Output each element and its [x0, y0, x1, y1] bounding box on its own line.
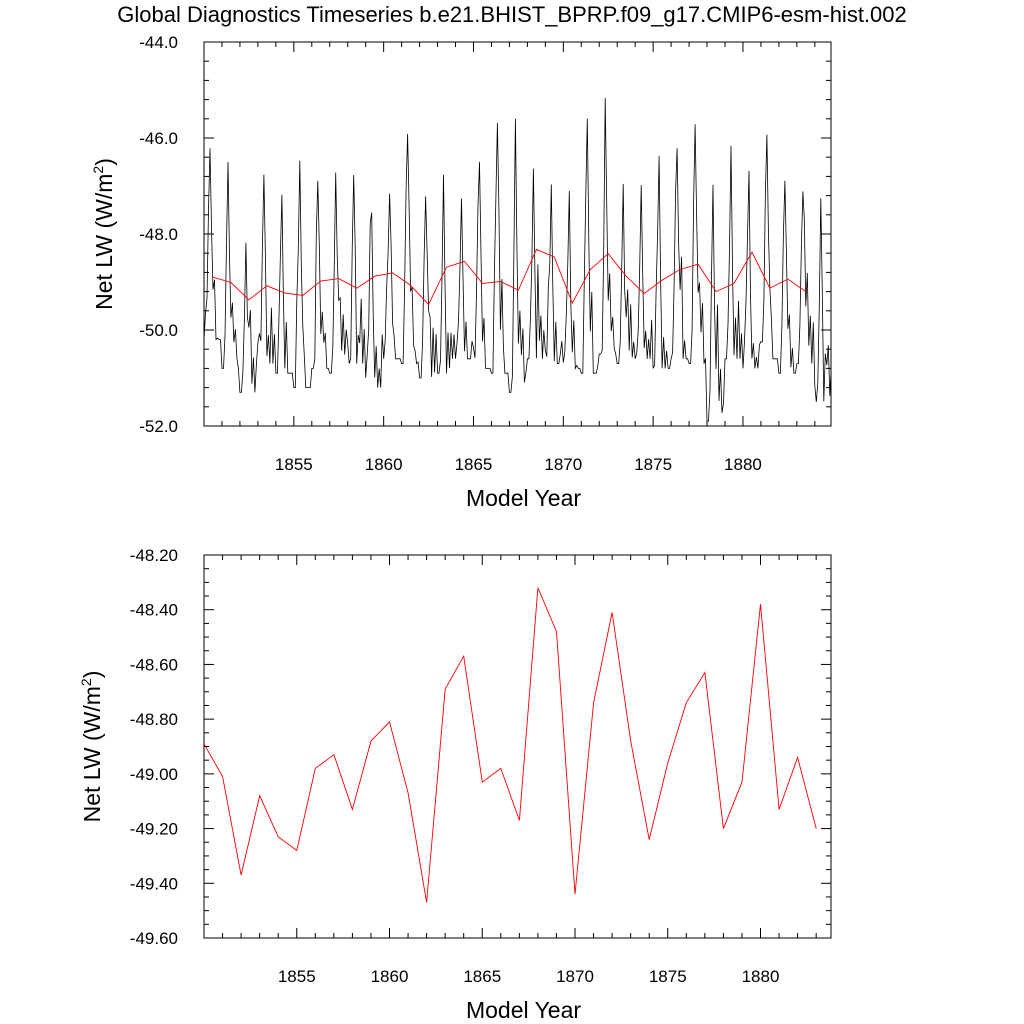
x-tick-label: 1855 — [275, 455, 313, 474]
y-tick-label: -50.0 — [139, 321, 178, 340]
y-tick-label: -48.60 — [130, 655, 178, 674]
x-axis-title: Model Year — [466, 997, 581, 1023]
y-tick-label: -46.0 — [139, 129, 178, 148]
x-tick-label: 1870 — [556, 967, 594, 986]
series-line-monthly — [204, 97, 831, 422]
x-tick-label: 1860 — [371, 967, 409, 986]
y-tick-label: -48.20 — [130, 546, 178, 565]
y-tick-label: -49.20 — [130, 820, 178, 839]
y-tick-label: -48.80 — [130, 710, 178, 729]
chart-title: Global Diagnostics Timeseries b.e21.BHIS… — [117, 2, 907, 27]
x-tick-label: 1865 — [455, 455, 493, 474]
x-axis-title: Model Year — [466, 485, 581, 511]
x-tick-label: 1870 — [544, 455, 582, 474]
y-tick-label: -48.40 — [130, 601, 178, 620]
y-tick-label: -49.60 — [130, 929, 178, 948]
x-tick-label: 1875 — [649, 967, 687, 986]
series-line-annual-mean — [204, 587, 817, 903]
panel-2: 1855 1860 1865 1870 1875 1880 -49.60 -49.40 -49.… — [78, 546, 832, 1023]
x-tick-label: 1875 — [634, 455, 672, 474]
panel-1: 1855 1860 1865 1870 1875 1880 -52.0 -50.0 -48.0 -… — [90, 33, 832, 511]
y-tick-label: -49.40 — [130, 874, 178, 893]
y-tick-label: -44.0 — [139, 33, 178, 52]
x-tick-label: 1860 — [365, 455, 403, 474]
y-tick-label: -52.0 — [139, 417, 178, 436]
x-tick-label: 1880 — [742, 967, 780, 986]
x-tick-label: 1865 — [463, 967, 501, 986]
y-tick-label: -48.0 — [139, 225, 178, 244]
y-axis-title: Net LW (W/m2) — [78, 671, 105, 823]
plot-frame — [203, 554, 832, 939]
x-tick-label: 1880 — [724, 455, 762, 474]
x-tick-label: 1855 — [278, 967, 316, 986]
y-tick-label: -49.00 — [130, 765, 178, 784]
plot-frame — [203, 41, 832, 427]
series-line-annual-mean — [212, 248, 807, 306]
y-axis-title: Net LW (W/m2) — [90, 158, 117, 310]
